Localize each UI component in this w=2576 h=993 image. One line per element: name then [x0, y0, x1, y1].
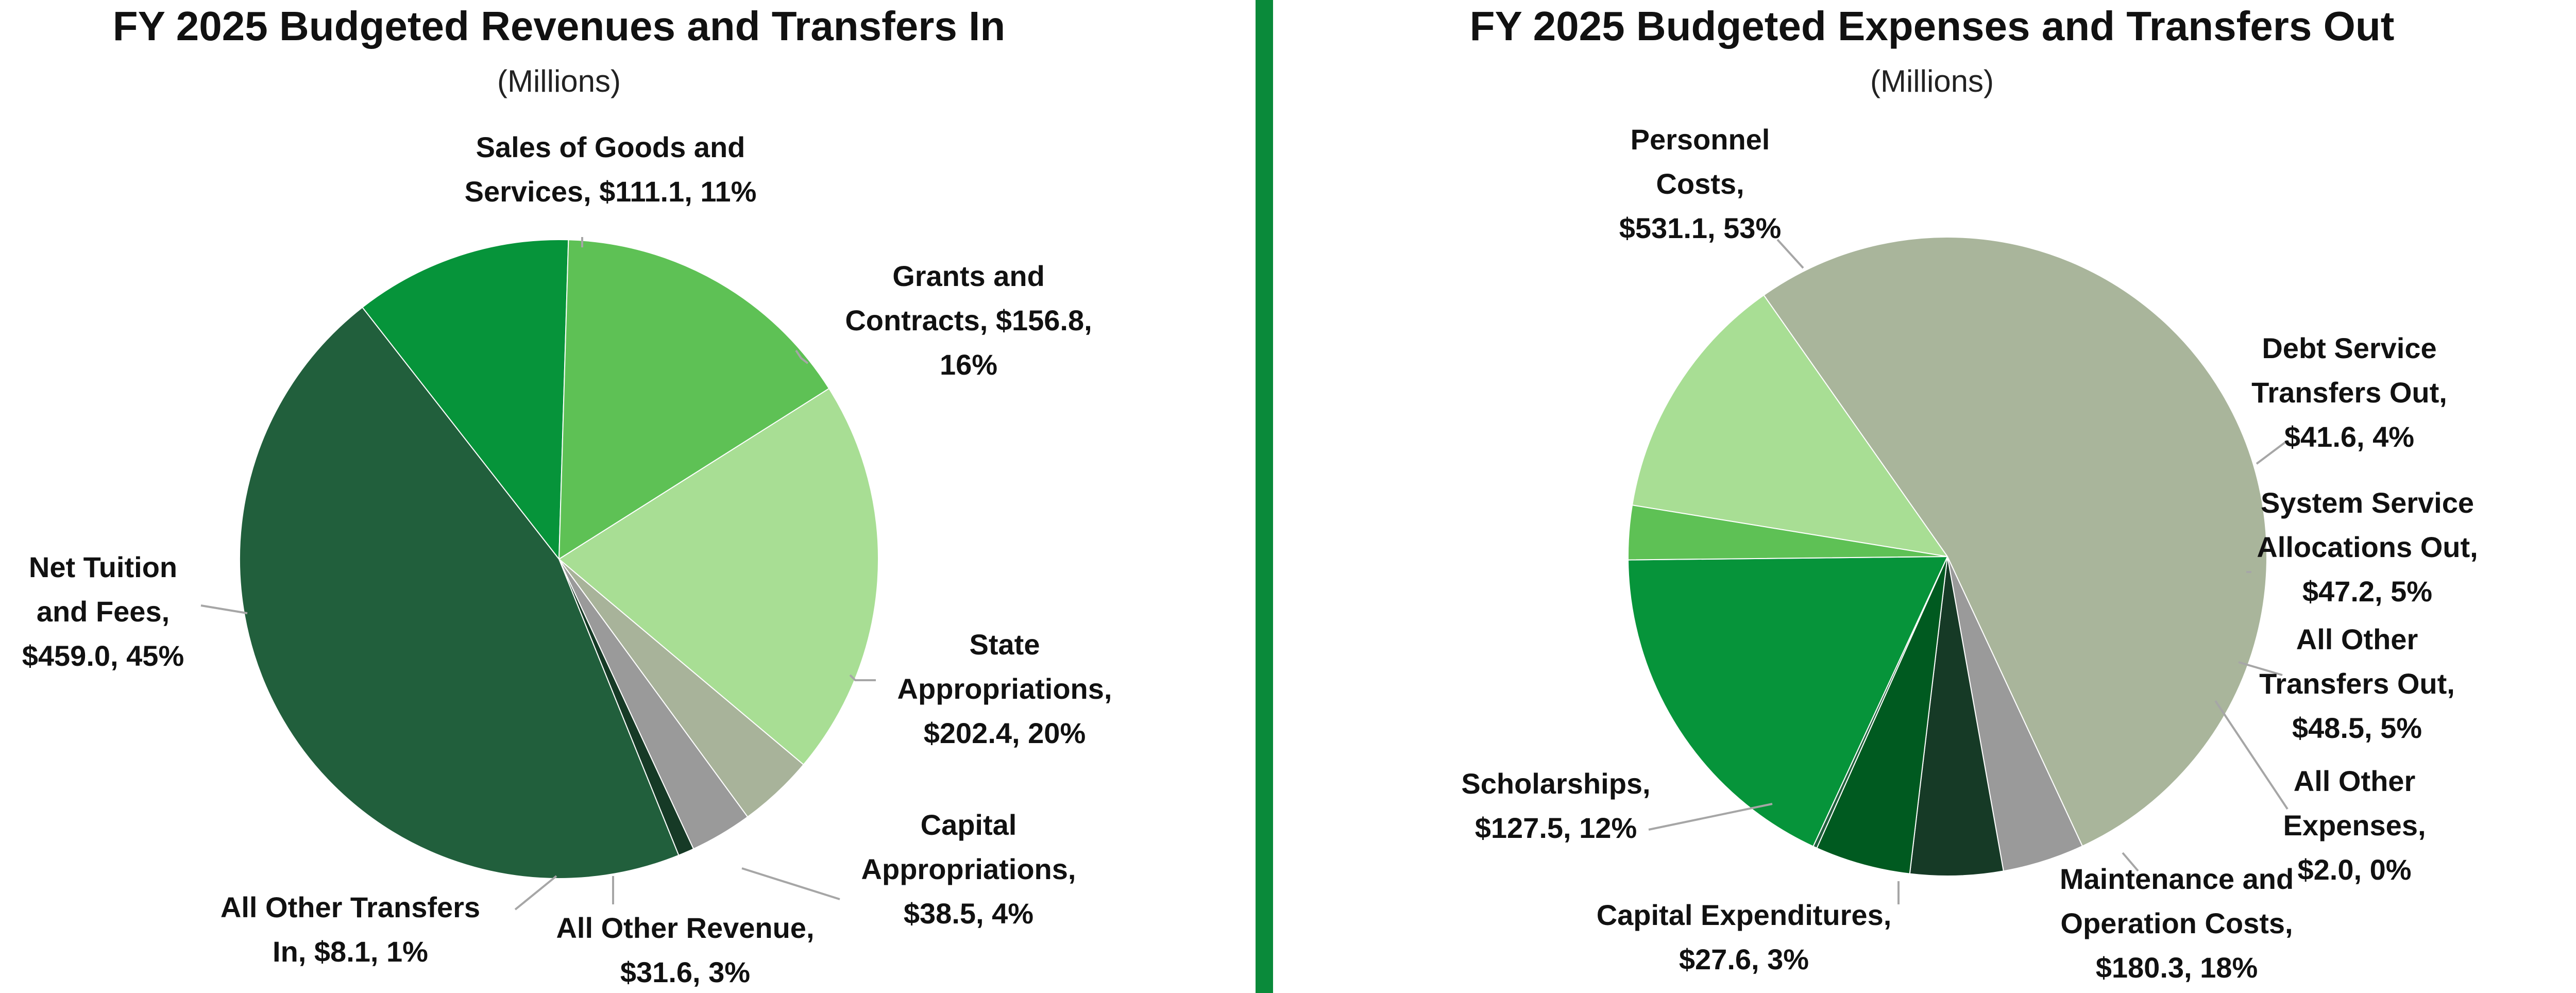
leader-line-maintenance-and-operation-costs [2122, 852, 2139, 872]
data-label-maintenance-and-operation-costs: Maintenance and Operation Costs, $180.3, 1… [2060, 863, 2294, 984]
expenses-subtitle: (Millions) [1870, 64, 1994, 98]
slice-net-tuition-and-fees [239, 307, 680, 879]
chart-divider [1256, 0, 1273, 993]
slice-all-other-transfers-out [1816, 556, 1948, 874]
data-label-personnel-costs: Personnel Costs, $531.1, 53% [1619, 123, 1781, 244]
revenues-title: FY 2025 Budgeted Revenues and Transfers … [113, 3, 1005, 49]
slice-grants-and-contracts [558, 239, 830, 560]
data-label-grants-and-contracts: Grants and Contracts, $156.8, 16% [845, 260, 1092, 381]
revenues-chart: FY 2025 Budgeted Revenues and Transfers … [22, 3, 1112, 988]
slice-sales-of-goods-and-services [361, 239, 569, 561]
slice-state-appropriations [558, 388, 879, 766]
expenses-title: FY 2025 Budgeted Expenses and Transfers … [1470, 3, 2395, 49]
data-label-sales-of-goods-and-services: Sales of Goods and Services, $111.1, 11% [465, 131, 757, 208]
leader-line-net-tuition-and-fees [200, 604, 248, 614]
leader-line-grants-and-contracts [795, 349, 809, 364]
leader-line-state-appropriations [849, 674, 876, 681]
revenues-subtitle: (Millions) [497, 64, 621, 98]
data-label-all-other-expenses: All Other Expenses, $2.0, 0% [2283, 765, 2426, 886]
slice-system-service-allocations-out [1909, 556, 2005, 877]
data-label-state-appropriations: State Appropriations, $202.4, 20% [897, 628, 1112, 749]
leader-line-debt-service-transfers-out [2256, 440, 2289, 465]
leader-line-personnel-costs [1776, 239, 1804, 269]
data-label-capital-appropriations: Capital Appropriations, $38.5, 4% [861, 809, 1076, 930]
leader-line-all-other-transfers-out [2238, 661, 2283, 676]
data-label-all-other-revenue: All Other Revenue, $31.6, 3% [556, 912, 814, 988]
leader-line-all-other-expenses [2214, 700, 2289, 810]
data-label-system-service-allocations-out: System Service Allocations Out, $47.2, 5% [2257, 486, 2478, 608]
data-label-scholarships: Scholarships, $127.5, 12% [1461, 767, 1650, 844]
revenues-pie: Sales of Goods and Services, $111.1, 11% G… [22, 131, 1112, 988]
leader-line-all-other-transfers-in [514, 875, 557, 911]
slice-personnel-costs [1763, 237, 2267, 847]
slice-scholarships [1631, 294, 1949, 558]
leader-line-capital-appropriations [741, 867, 840, 900]
expenses-pie: Debt Service Transfers Out, $41.6, 4% Syste… [1461, 123, 2478, 984]
data-label-capital-expenditures: Capital Expenditures, $27.6, 3% [1597, 899, 1892, 975]
data-label-all-other-transfers-out: All Other Transfers Out, $48.5, 5% [2259, 623, 2455, 744]
slice-maintenance-and-operation-costs [1628, 556, 1948, 847]
data-label-net-tuition-and-fees: Net Tuition and Fees, $459.0, 45% [22, 551, 184, 672]
expenses-chart: FY 2025 Budgeted Expenses and Transfers … [1461, 3, 2478, 984]
data-label-debt-service-transfers-out: Debt Service Transfers Out, $41.6, 4% [2251, 332, 2447, 453]
data-label-all-other-transfers-in: All Other Transfers In, $8.1, 1% [221, 891, 480, 968]
leader-line-scholarships [1648, 803, 1773, 831]
